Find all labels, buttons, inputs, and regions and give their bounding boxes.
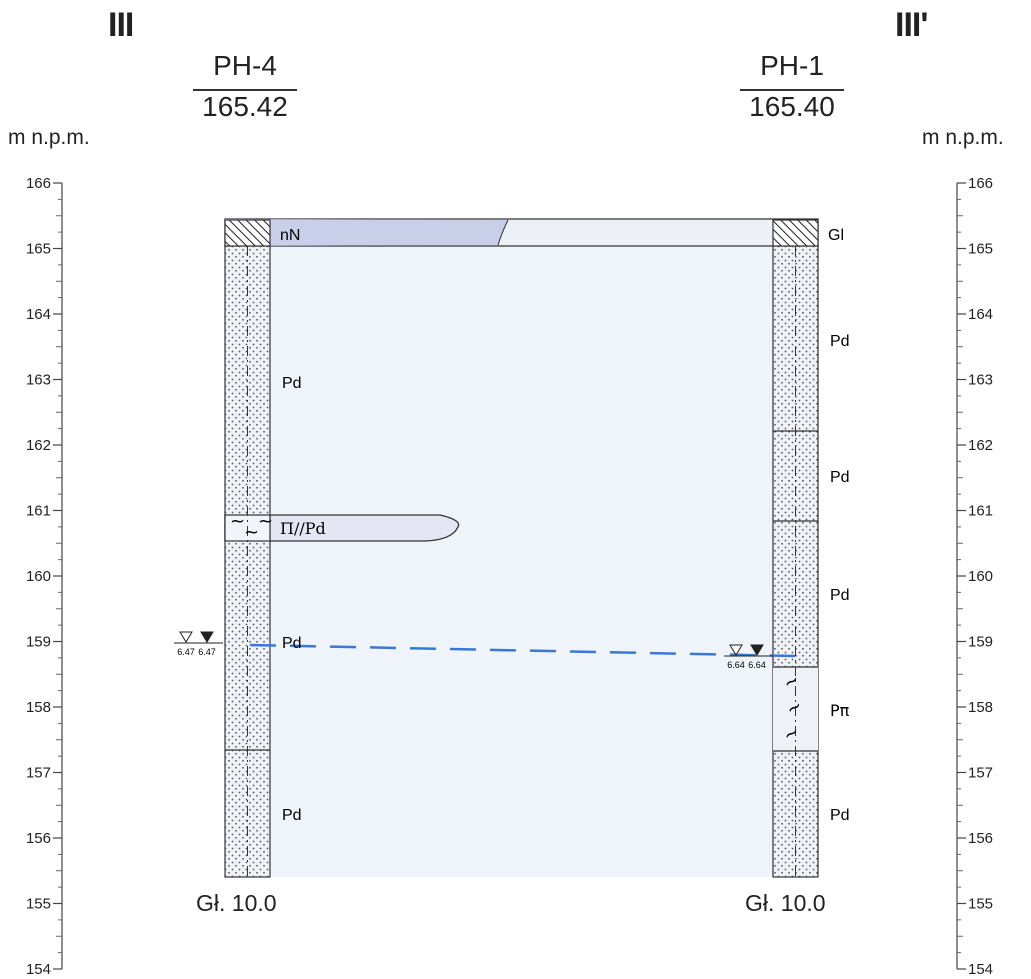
axis-tick-label: 155 [26, 896, 51, 913]
water-table-line [249, 643, 796, 658]
axis-tick-label: 157 [968, 765, 993, 782]
axis-tick-label: 166 [968, 175, 993, 192]
borehole-right-name: PH-1 [760, 50, 824, 81]
lens-layer [224, 514, 460, 542]
axis-tick-label: 166 [26, 175, 51, 192]
section-start-label: III [108, 6, 134, 44]
borehole-right-divider [740, 89, 844, 91]
tilde-symbol: ~ [258, 511, 273, 532]
water-first-marker-icon [179, 631, 193, 643]
borehole-right-depth: Gł. 10.0 [745, 890, 826, 916]
layer-label-top-right: Gl [828, 227, 844, 244]
layer-label-right: Pd [830, 807, 850, 824]
axis-tick-label: 162 [968, 437, 993, 454]
axis-tick-label: 165 [26, 241, 51, 258]
axis-tick-label: 155 [968, 896, 993, 913]
layer-label-right: Pd [830, 469, 850, 486]
axis-tick-label: 163 [26, 372, 51, 389]
layer-label-left: Pd [282, 635, 302, 652]
axis-tick-label: 161 [968, 503, 993, 520]
borehole-right-topsoil-hatch [772, 219, 819, 247]
axis-tick-label: 159 [26, 634, 51, 651]
borehole-left-divider [193, 89, 297, 91]
water-stable-marker-icon [200, 631, 214, 643]
axis-tick-label: 156 [26, 830, 51, 847]
axis-tick-label: 161 [26, 503, 51, 520]
borehole-left-water-stable: 6.47 [198, 647, 216, 657]
axis-tick-label: 158 [968, 699, 993, 716]
borehole-left-water-first: 6.47 [177, 647, 195, 657]
borehole-left-depth: Gł. 10.0 [196, 890, 277, 916]
top-soil-nN-fill [225, 219, 508, 246]
layer-label-left: Pd [282, 807, 302, 824]
axis-tick-label: 160 [26, 568, 51, 585]
borehole-right-elevation: 165.40 [749, 91, 835, 122]
borehole-left-elevation: 165.42 [202, 91, 288, 122]
tilde-symbol: ~ [244, 522, 259, 543]
axis-tick-label: 156 [968, 830, 993, 847]
water-first-marker-icon [729, 644, 743, 656]
top-soil-boundary [497, 219, 509, 246]
borehole-left-topsoil-hatch [224, 219, 271, 247]
axis-tick-label: 154 [968, 961, 993, 978]
borehole-left-name: PH-4 [213, 50, 277, 81]
layer-label-right: Pπ [830, 701, 850, 720]
axis-right-unit: m n.p.m. [922, 126, 1004, 149]
axis-tick-label: 157 [26, 765, 51, 782]
axis-tick-label: 164 [26, 306, 51, 323]
tilde-symbol: ~ [230, 511, 245, 532]
axis-tick-label: 159 [968, 634, 993, 651]
layer-label-lens: Π//Pd [280, 519, 326, 538]
layer-label-right: Pd [830, 333, 850, 350]
elevation-axis-right: 166 165 164 163 162 161 160 159 158 157 156 155 154 [956, 175, 993, 978]
layer-label-top-left: nN [280, 227, 300, 244]
axis-tick-label: 160 [968, 568, 993, 585]
axis-left-unit: m n.p.m. [8, 126, 90, 149]
axis-tick-label: 162 [26, 437, 51, 454]
axis-tick-label: 158 [26, 699, 51, 716]
section-fill [225, 245, 818, 877]
axis-tick-label: 165 [968, 241, 993, 258]
borehole-right-water-first: 6.64 [727, 660, 745, 670]
layer-label-left: Pd [282, 375, 302, 392]
water-stable-marker-icon [750, 644, 764, 656]
axis-tick-label: 154 [26, 961, 51, 978]
axis-tick-label: 164 [968, 306, 993, 323]
borehole-right-water-stable: 6.64 [748, 660, 766, 670]
section-end-label: III' [895, 6, 928, 44]
layer-label-right: Pd [830, 587, 850, 604]
elevation-axis-left: 166 165 164 163 162 161 160 159 158 157 156 155 154 [26, 175, 63, 978]
axis-tick-label: 163 [968, 372, 993, 389]
